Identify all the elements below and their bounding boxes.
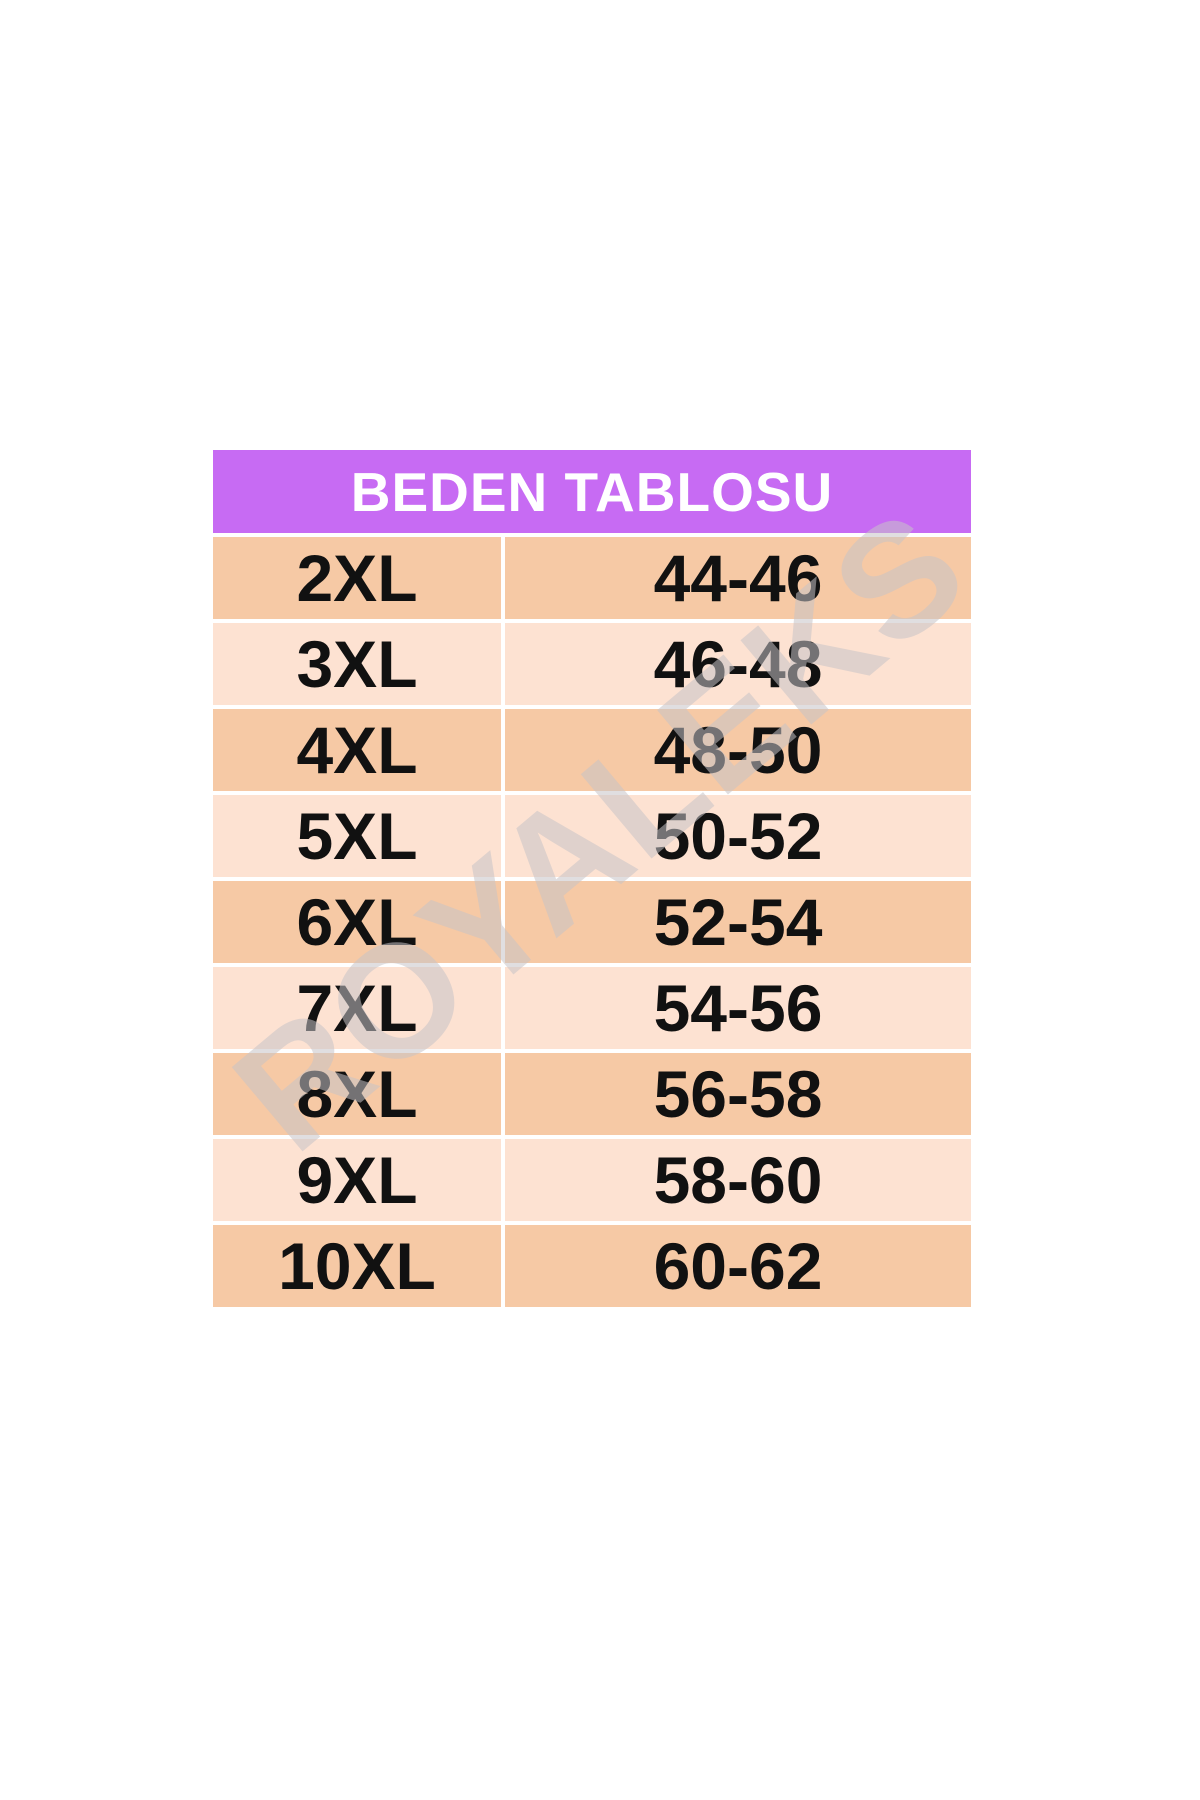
size-table-title: BEDEN TABLOSU	[350, 460, 834, 523]
size-cell: 2XL	[213, 537, 501, 619]
range-cell: 56-58	[505, 1053, 971, 1135]
size-cell: 8XL	[213, 1053, 501, 1135]
size-cell: 3XL	[213, 623, 501, 705]
range-cell: 50-52	[505, 795, 971, 877]
range-cell: 60-62	[505, 1225, 971, 1307]
size-cell: 7XL	[213, 967, 501, 1049]
table-row: 4XL 48-50	[213, 709, 971, 791]
range-cell: 46-48	[505, 623, 971, 705]
table-row: 8XL 56-58	[213, 1053, 971, 1135]
range-cell: 52-54	[505, 881, 971, 963]
table-row: 2XL 44-46	[213, 537, 971, 619]
size-cell: 4XL	[213, 709, 501, 791]
range-cell: 58-60	[505, 1139, 971, 1221]
table-row: 7XL 54-56	[213, 967, 971, 1049]
size-table-rows: 2XL 44-46 3XL 46-48 4XL 48-50 5XL 50-52 …	[213, 537, 971, 1307]
size-cell: 6XL	[213, 881, 501, 963]
table-row: 3XL 46-48	[213, 623, 971, 705]
table-row: 10XL 60-62	[213, 1225, 971, 1307]
range-cell: 48-50	[505, 709, 971, 791]
range-cell: 44-46	[505, 537, 971, 619]
table-row: 5XL 50-52	[213, 795, 971, 877]
size-table: BEDEN TABLOSU 2XL 44-46 3XL 46-48 4XL 48…	[213, 450, 971, 1307]
range-cell: 54-56	[505, 967, 971, 1049]
table-row: 6XL 52-54	[213, 881, 971, 963]
size-table-header: BEDEN TABLOSU	[213, 450, 971, 533]
size-cell: 5XL	[213, 795, 501, 877]
size-cell: 9XL	[213, 1139, 501, 1221]
size-cell: 10XL	[213, 1225, 501, 1307]
table-row: 9XL 58-60	[213, 1139, 971, 1221]
